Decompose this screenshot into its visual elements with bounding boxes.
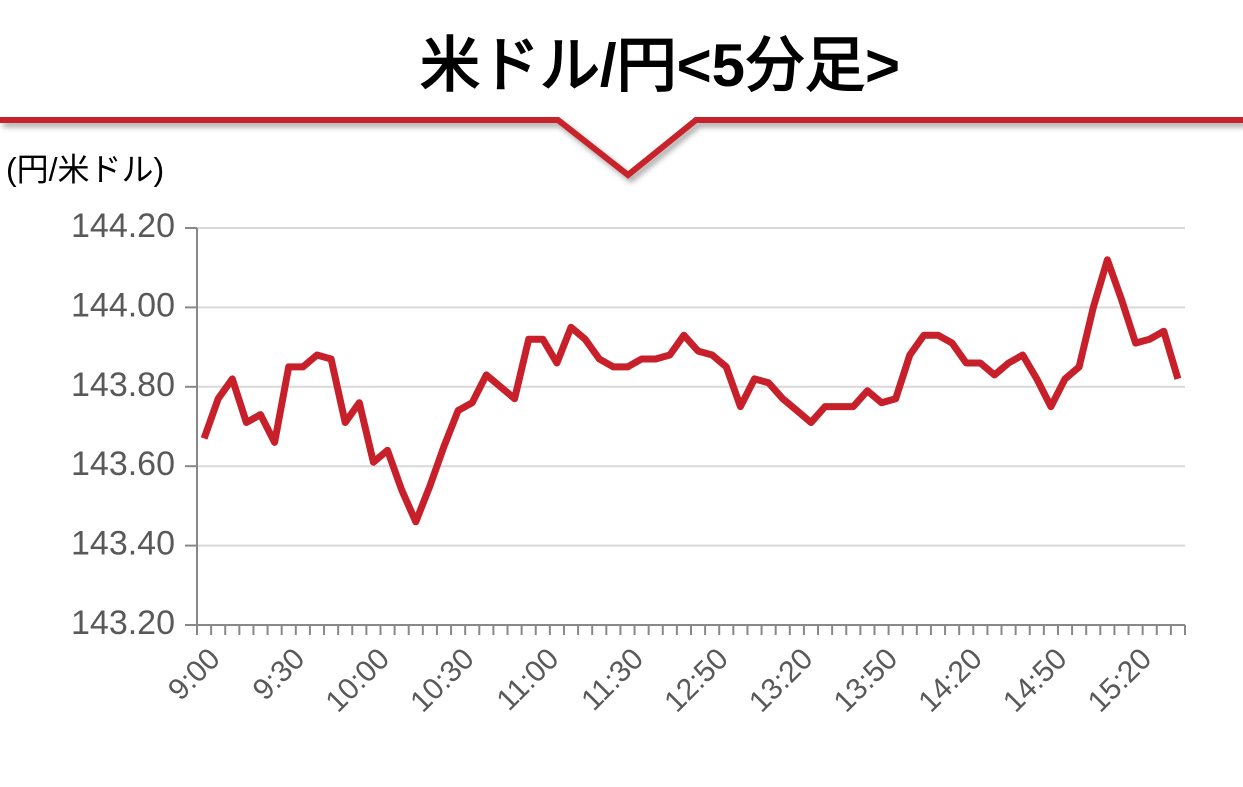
chart-title: 米ドル/円<5分足> (420, 32, 900, 99)
x-tick-label: 13:20 (743, 642, 819, 718)
x-tick-label: 11:30 (575, 642, 650, 717)
y-axis-label: (円/米ドル) (6, 151, 164, 187)
y-tick-label: 144.00 (71, 286, 175, 324)
x-tick-label: 10:30 (404, 642, 480, 718)
y-tick-label: 143.80 (71, 366, 175, 404)
header-rule (0, 117, 1243, 179)
x-tick-label: 9:00 (162, 642, 227, 707)
x-tick-label: 14:20 (912, 642, 988, 718)
y-tick-label: 144.20 (71, 207, 175, 245)
x-tick-label: 15:20 (1082, 642, 1158, 718)
x-tick-label: 13:50 (828, 642, 904, 718)
x-tick-label: 12:50 (658, 642, 734, 718)
y-tick-label: 143.40 (71, 525, 175, 563)
x-tick-label: 14:50 (997, 642, 1073, 718)
price-line (200, 256, 1182, 526)
y-tick-label: 143.60 (71, 445, 175, 483)
x-tick-label: 11:00 (490, 642, 565, 717)
y-tick-label: 143.20 (71, 604, 175, 642)
x-tick-label: 10:00 (320, 642, 396, 718)
x-tick-label: 9:30 (247, 642, 312, 707)
